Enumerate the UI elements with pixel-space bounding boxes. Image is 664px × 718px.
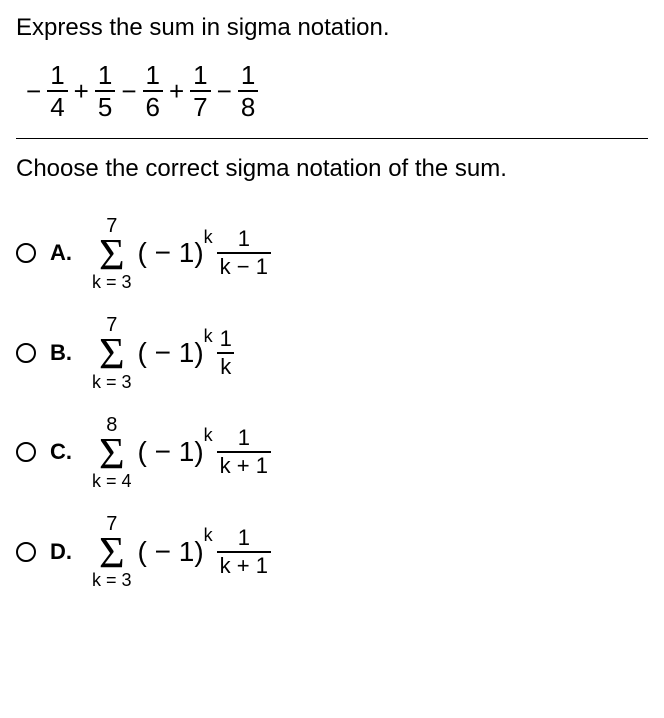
op-1: +: [74, 76, 89, 107]
den-1: 5: [95, 90, 115, 120]
choice-b[interactable]: B. 7 Σ k = 3 ( − 1) k 1 k: [16, 315, 648, 390]
choice-list: A. 7 Σ k = 3 ( − 1) k 1 k − 1 B. 7 Σ k =…: [16, 216, 648, 590]
exp-c: k: [204, 425, 213, 446]
sigma-a: 7 Σ k = 3: [92, 216, 132, 291]
fnum-c: 1: [235, 427, 253, 451]
radio-c[interactable]: [16, 442, 36, 462]
exp-b: k: [204, 326, 213, 347]
fden-c: k + 1: [217, 451, 271, 477]
label-b: B.: [50, 340, 74, 366]
fden-b: k: [217, 352, 234, 378]
base-b: ( − 1): [138, 337, 204, 369]
fden-d: k + 1: [217, 551, 271, 577]
label-c: C.: [50, 439, 74, 465]
sigma-b: 7 Σ k = 3: [92, 315, 132, 390]
radio-a[interactable]: [16, 243, 36, 263]
sigma-bot-b: k = 3: [92, 373, 132, 391]
sigma-icon: Σ: [99, 335, 125, 372]
sigma-icon: Σ: [99, 236, 125, 273]
section-divider: [16, 138, 648, 139]
num-2: 1: [143, 62, 163, 90]
choose-prompt: Choose the correct sigma notation of the…: [16, 153, 648, 185]
choice-a[interactable]: A. 7 Σ k = 3 ( − 1) k 1 k − 1: [16, 216, 648, 291]
term-a: ( − 1) k 1 k − 1: [138, 228, 271, 278]
sigma-bot-c: k = 4: [92, 472, 132, 490]
radio-b[interactable]: [16, 343, 36, 363]
num-1: 1: [95, 62, 115, 90]
den-0: 4: [47, 90, 67, 120]
den-3: 7: [190, 90, 210, 120]
base-c: ( − 1): [138, 436, 204, 468]
op-2: −: [121, 76, 136, 107]
label-d: D.: [50, 539, 74, 565]
op-0: −: [26, 76, 41, 107]
sigma-bot-a: k = 3: [92, 273, 132, 291]
sigma-d: 7 Σ k = 3: [92, 514, 132, 589]
question-prompt: Express the sum in sigma notation.: [16, 12, 648, 44]
radio-d[interactable]: [16, 542, 36, 562]
term-b: ( − 1) k 1 k: [138, 328, 235, 378]
fnum-b: 1: [217, 328, 235, 352]
op-4: −: [217, 76, 232, 107]
sigma-icon: Σ: [99, 534, 125, 571]
label-a: A.: [50, 240, 74, 266]
term-1: 1 5: [95, 62, 115, 120]
sigma-bot-d: k = 3: [92, 571, 132, 589]
num-4: 1: [238, 62, 258, 90]
choice-c[interactable]: C. 8 Σ k = 4 ( − 1) k 1 k + 1: [16, 415, 648, 490]
num-3: 1: [190, 62, 210, 90]
base-a: ( − 1): [138, 237, 204, 269]
base-d: ( − 1): [138, 536, 204, 568]
term-2: 1 6: [143, 62, 163, 120]
term-4: 1 8: [238, 62, 258, 120]
sigma-icon: Σ: [99, 435, 125, 472]
exp-d: k: [204, 525, 213, 546]
choice-d[interactable]: D. 7 Σ k = 3 ( − 1) k 1 k + 1: [16, 514, 648, 589]
den-2: 6: [143, 90, 163, 120]
op-3: +: [169, 76, 184, 107]
den-4: 8: [238, 90, 258, 120]
term-0: 1 4: [47, 62, 67, 120]
fnum-a: 1: [235, 228, 253, 252]
series-expression: − 1 4 + 1 5 − 1 6 + 1 7 − 1 8: [26, 62, 648, 120]
sigma-c: 8 Σ k = 4: [92, 415, 132, 490]
num-0: 1: [47, 62, 67, 90]
term-d: ( − 1) k 1 k + 1: [138, 527, 271, 577]
term-3: 1 7: [190, 62, 210, 120]
fden-a: k − 1: [217, 252, 271, 278]
exp-a: k: [204, 227, 213, 248]
fnum-d: 1: [235, 527, 253, 551]
term-c: ( − 1) k 1 k + 1: [138, 427, 271, 477]
